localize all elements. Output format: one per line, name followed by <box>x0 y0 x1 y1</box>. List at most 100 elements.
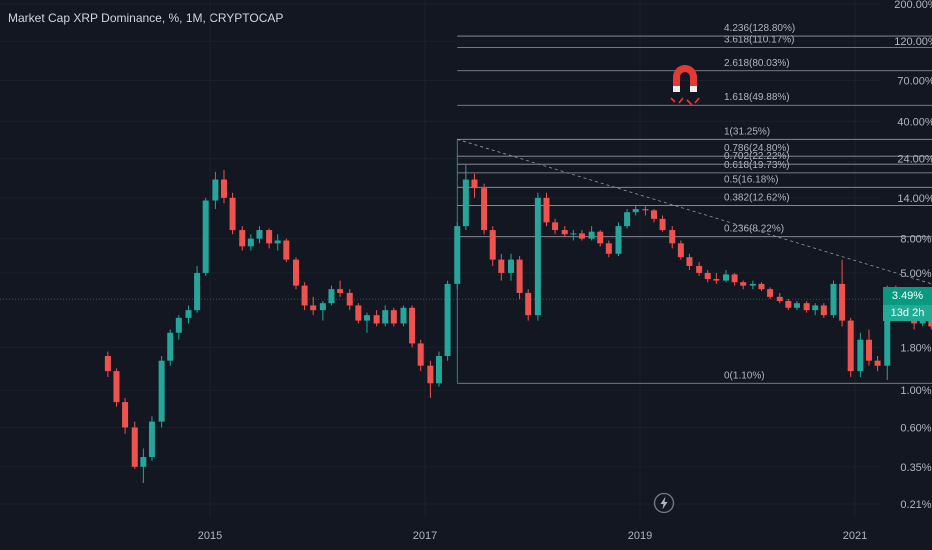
candle <box>767 287 774 299</box>
fib-level-label: 0.5(16.18%) <box>724 174 778 185</box>
fib-level-label: 0.786(24.80%) <box>724 143 790 154</box>
candle-body <box>346 292 353 306</box>
candle-body <box>131 427 138 467</box>
fibonacci-retracement[interactable]: 0(1.10%) 0.236(8.22%) 0.382(12.62%) 0.5(16.… <box>456 23 932 384</box>
y-tick-label: 0.60% <box>900 422 931 434</box>
candle-body <box>301 285 308 306</box>
last-price-badge: 3.49% <box>883 287 932 305</box>
candle-body <box>400 307 407 324</box>
candle <box>624 209 631 229</box>
candle-body <box>158 360 165 422</box>
candle <box>310 296 317 316</box>
candle <box>301 282 308 311</box>
magnet-icon[interactable] <box>668 62 702 113</box>
candle <box>793 301 800 311</box>
fib-level-label: 3.618(110.17%) <box>724 34 794 45</box>
candle <box>803 301 810 313</box>
candle <box>293 257 299 290</box>
candle <box>355 303 362 324</box>
candle-body <box>812 305 819 311</box>
candle <box>677 240 684 260</box>
candle-body <box>508 259 514 273</box>
candle-body <box>409 307 416 344</box>
y-tick-label: 1.00% <box>900 385 931 397</box>
candle-body <box>686 257 693 266</box>
candle <box>427 360 434 398</box>
candle-body <box>462 179 469 227</box>
candle <box>650 209 657 223</box>
candle <box>740 280 747 290</box>
candle <box>185 305 192 324</box>
fib-level-label: 0.702(22.22%) <box>724 151 790 162</box>
candle <box>212 171 219 210</box>
candle <box>158 355 165 428</box>
candle <box>723 270 729 283</box>
candles-layer <box>104 164 932 484</box>
candle <box>122 397 129 434</box>
x-tick-label: 2021 <box>843 530 867 542</box>
candle <box>498 253 505 281</box>
candle-body <box>615 226 622 254</box>
y-tick-label: 120.00% <box>894 36 932 48</box>
fib-level-label: 0.236(8.22%) <box>724 224 784 235</box>
candle <box>597 230 604 247</box>
candle <box>830 280 837 318</box>
candle-body <box>481 188 488 231</box>
candle-body <box>820 305 827 316</box>
candle-body <box>435 355 442 384</box>
y-axis: 200.00% 120.00% 70.00% 40.00% 24.00% 14.00% 8.… <box>894 0 932 511</box>
candle-body <box>857 339 864 372</box>
candle <box>588 226 595 241</box>
candle <box>731 272 738 286</box>
candle-body <box>525 292 532 316</box>
bar-countdown-badge: 13d 2h <box>883 305 932 321</box>
candle <box>328 285 335 306</box>
candle <box>659 215 666 232</box>
fib-level-label: 1(31.25%) <box>724 126 770 137</box>
candle <box>435 351 442 387</box>
candle-body <box>194 272 201 311</box>
candle-body <box>113 371 120 403</box>
lightning-icon[interactable] <box>653 492 675 519</box>
candle-body <box>122 402 129 428</box>
candle <box>239 226 246 251</box>
candle <box>444 280 451 361</box>
y-tick-label: 24.00% <box>897 154 932 166</box>
candle <box>820 303 827 318</box>
candle <box>417 339 424 372</box>
fib-level-label: 1.618(49.88%) <box>724 92 790 103</box>
candle-body <box>669 230 676 244</box>
candle-body <box>696 265 703 273</box>
candle <box>874 355 881 372</box>
candle <box>400 305 407 327</box>
candle-body <box>390 310 397 324</box>
trendline-layer[interactable] <box>457 138 932 383</box>
candle-body <box>570 233 577 235</box>
candle <box>256 226 263 244</box>
candle <box>454 222 461 290</box>
candle-body <box>839 283 846 321</box>
candle-body <box>677 243 684 258</box>
candle-body <box>212 179 219 201</box>
candle-body <box>767 289 774 297</box>
candle-body <box>793 303 800 308</box>
candle-body <box>202 200 209 273</box>
candle-body <box>239 230 246 247</box>
candle <box>847 317 854 377</box>
candle-body <box>534 197 541 316</box>
trendline[interactable] <box>457 138 932 383</box>
candle <box>319 301 326 321</box>
fib-level-label: 0.382(12.62%) <box>724 192 790 203</box>
y-tick-label: 40.00% <box>897 116 932 128</box>
candle <box>140 448 147 484</box>
y-tick-label: 8.00% <box>900 234 931 246</box>
candle-body <box>758 283 765 290</box>
candle-body <box>884 291 891 366</box>
candle-body <box>104 355 111 372</box>
fib-level-label: 0.618(19.73%) <box>724 160 790 171</box>
candle <box>669 226 676 249</box>
candle <box>642 206 649 216</box>
candle <box>113 368 120 407</box>
candle <box>578 230 585 241</box>
